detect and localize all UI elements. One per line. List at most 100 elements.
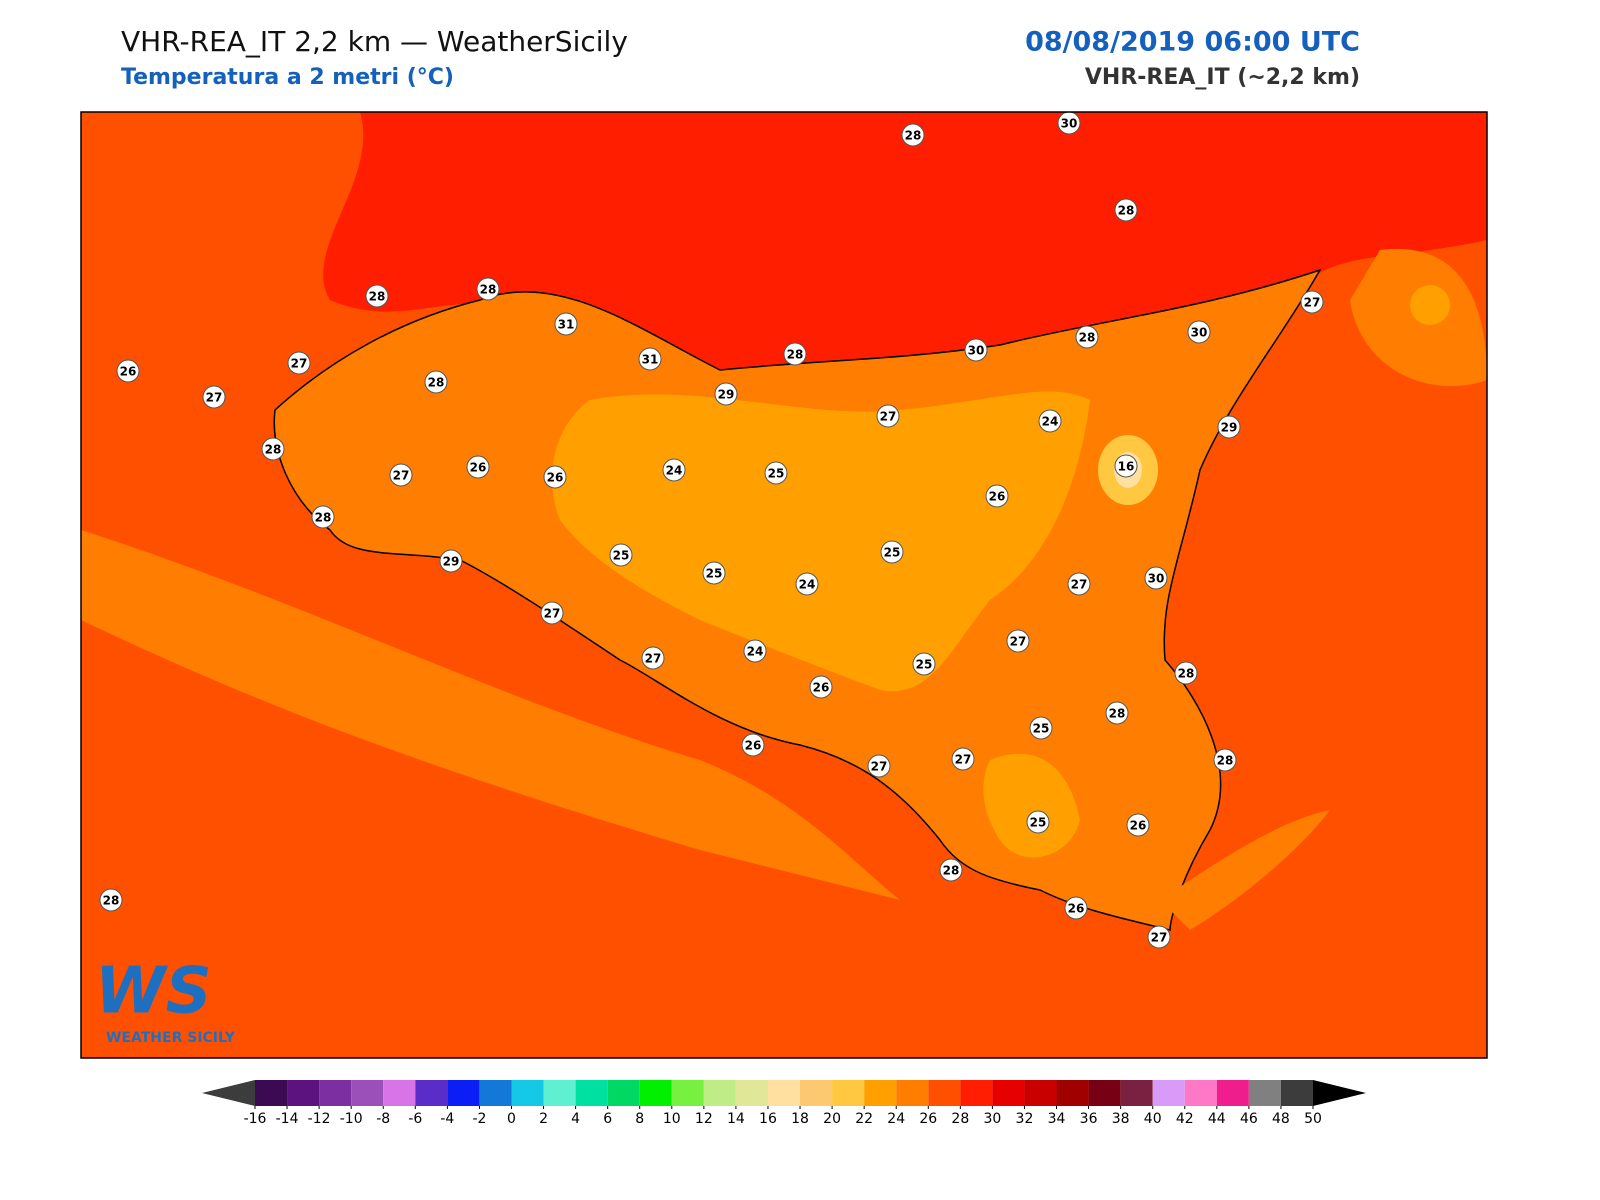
station-marker bbox=[1217, 415, 1241, 439]
colorbar-tick-label: -6 bbox=[408, 1111, 422, 1127]
station-value: 26 bbox=[1068, 902, 1085, 916]
station-value: 27 bbox=[1304, 296, 1321, 310]
colorbar-segment bbox=[671, 1080, 704, 1106]
station-marker bbox=[424, 370, 448, 394]
colorbar-segment bbox=[896, 1080, 929, 1106]
station-marker bbox=[116, 359, 140, 383]
colorbar-segment bbox=[832, 1080, 865, 1106]
logo-mark: WS bbox=[95, 955, 212, 1029]
station-marker bbox=[1126, 813, 1150, 837]
station-value: 28 bbox=[480, 283, 497, 297]
hyblean-cool bbox=[983, 753, 1080, 858]
station-marker bbox=[795, 572, 819, 596]
colorbar-tick-label: -14 bbox=[276, 1111, 299, 1127]
colorbar: -16 -14 -12 -10 -8 -6 -4 -2 0 2 4 6 8 10 12 14 16 18 20 22 2… bbox=[202, 1080, 1366, 1127]
logo-text: Weather Sicily bbox=[106, 1030, 236, 1046]
colorbar-tick-label: 50 bbox=[1304, 1111, 1322, 1127]
station-value: 27 bbox=[880, 410, 897, 424]
colorbar-segment bbox=[864, 1080, 897, 1106]
colorbar-tick-label: 0 bbox=[507, 1111, 516, 1127]
station-value: 26 bbox=[989, 490, 1006, 504]
colorbar-tick-label: -12 bbox=[308, 1111, 331, 1127]
station-value: 28 bbox=[943, 864, 960, 878]
colorbar-tick-label: 22 bbox=[855, 1111, 873, 1127]
colorbar-tick-label: 10 bbox=[663, 1111, 681, 1127]
station-value: 29 bbox=[443, 555, 460, 569]
station-value: 28 bbox=[265, 443, 282, 457]
colorbar-segment bbox=[1216, 1080, 1249, 1106]
interior-cool bbox=[551, 391, 1090, 692]
colorbar-tick-label: -4 bbox=[440, 1111, 454, 1127]
station-value: 24 bbox=[799, 578, 816, 592]
colorbar-tick-label: 12 bbox=[695, 1111, 713, 1127]
map-frame bbox=[80, 111, 1488, 1059]
station-marker bbox=[1064, 896, 1088, 920]
colorbar-tick-label: 8 bbox=[635, 1111, 644, 1127]
station-value: 31 bbox=[558, 318, 575, 332]
colorbar-segment bbox=[1280, 1080, 1313, 1106]
title: VHR-REA_IT 2,2 km — WeatherSicily bbox=[121, 25, 628, 58]
colorbar-segment bbox=[1248, 1080, 1281, 1106]
station-value: 25 bbox=[1033, 722, 1050, 736]
colorbar-tick-label: 36 bbox=[1080, 1111, 1098, 1127]
station-marker bbox=[466, 455, 490, 479]
station-marker bbox=[662, 458, 686, 482]
colorbar-tick-label: -16 bbox=[244, 1111, 267, 1127]
station-value: 26 bbox=[120, 365, 137, 379]
station-marker bbox=[880, 540, 904, 564]
colorbar-tick-label: -10 bbox=[340, 1111, 363, 1127]
colorbar-tick-label: 4 bbox=[571, 1111, 580, 1127]
colorbar-tick-label: 20 bbox=[823, 1111, 841, 1127]
station-value: 25 bbox=[613, 549, 630, 563]
station-marker bbox=[985, 484, 1009, 508]
colorbar-tick-label: 40 bbox=[1144, 1111, 1162, 1127]
colorbar-segment bbox=[703, 1080, 736, 1106]
station-marker bbox=[702, 561, 726, 585]
subtitle: Temperatura a 2 metri (°C) bbox=[121, 65, 454, 90]
station-value: 27 bbox=[645, 652, 662, 666]
station-value: 30 bbox=[1148, 572, 1165, 586]
station-marker bbox=[743, 639, 767, 663]
colorbar-segment bbox=[255, 1080, 288, 1106]
station-value: 28 bbox=[1217, 754, 1234, 768]
colorbar-segment bbox=[1024, 1080, 1057, 1106]
station-value: 25 bbox=[706, 567, 723, 581]
station-value: 27 bbox=[1151, 931, 1168, 945]
station-marker bbox=[867, 754, 891, 778]
colorbar-segment bbox=[1088, 1080, 1121, 1106]
station-marker bbox=[609, 543, 633, 567]
colorbar-segment bbox=[1152, 1080, 1185, 1106]
station-marker bbox=[543, 465, 567, 489]
station-marker bbox=[951, 747, 975, 771]
colorbar-segment bbox=[575, 1080, 608, 1106]
station-value: 26 bbox=[470, 461, 487, 475]
station-marker bbox=[389, 463, 413, 487]
station-value: 31 bbox=[642, 353, 659, 367]
station-marker bbox=[1057, 112, 1081, 135]
colorbar-tick-label: 14 bbox=[727, 1111, 745, 1127]
colorbar-tick-label: 26 bbox=[919, 1111, 937, 1127]
station-marker bbox=[1006, 629, 1030, 653]
station-value: 28 bbox=[905, 129, 922, 143]
station-value: 28 bbox=[103, 894, 120, 908]
colorbar-segment bbox=[447, 1080, 480, 1106]
station-value: 28 bbox=[1118, 204, 1135, 218]
colorbar-segment bbox=[928, 1080, 961, 1106]
station-value: 27 bbox=[206, 391, 223, 405]
stations: 28 30 28 28 28 31 31 28 30 28 30 27 26 27 27 28 29 27 24 29… bbox=[99, 112, 1324, 949]
colorbar-tick-label: 44 bbox=[1208, 1111, 1226, 1127]
station-marker bbox=[764, 461, 788, 485]
colorbar-segment bbox=[1184, 1080, 1217, 1106]
colorbar-segment bbox=[543, 1080, 576, 1106]
station-value: 28 bbox=[787, 348, 804, 362]
colorbar-tick-label: 16 bbox=[759, 1111, 777, 1127]
station-value: 25 bbox=[916, 658, 933, 672]
station-marker bbox=[1114, 454, 1138, 478]
station-value: 24 bbox=[666, 464, 683, 478]
station-marker bbox=[365, 284, 389, 308]
sea-zone bbox=[81, 530, 900, 900]
colorbar-segment bbox=[351, 1080, 384, 1106]
colorbar-segment bbox=[479, 1080, 512, 1106]
logo: WS Weather Sicily bbox=[95, 955, 236, 1046]
